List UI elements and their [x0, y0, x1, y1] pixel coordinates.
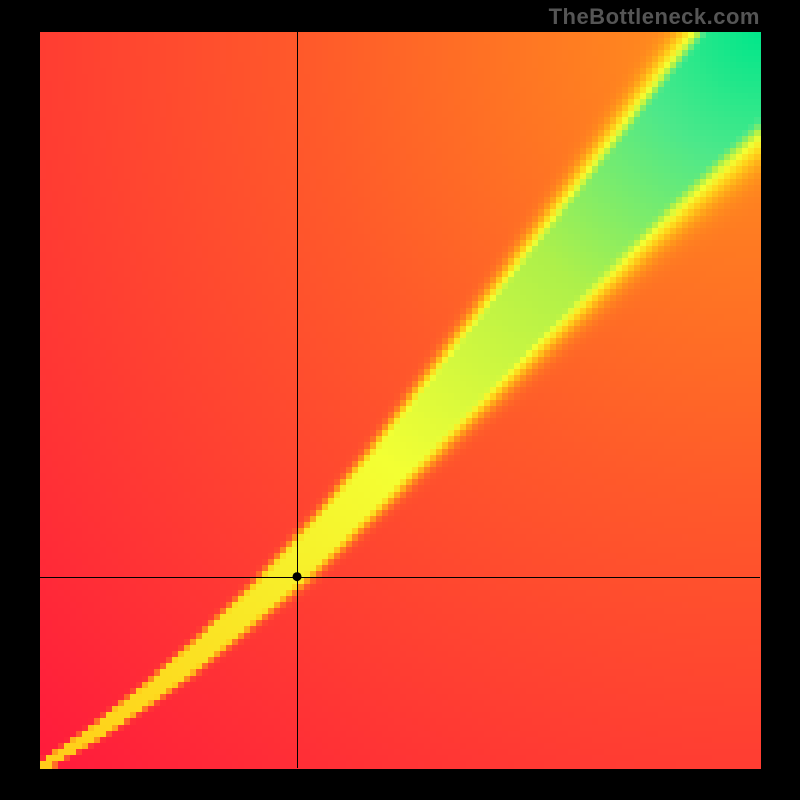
watermark-text: TheBottleneck.com — [549, 4, 760, 30]
bottleneck-heatmap — [0, 0, 800, 800]
chart-container: TheBottleneck.com — [0, 0, 800, 800]
